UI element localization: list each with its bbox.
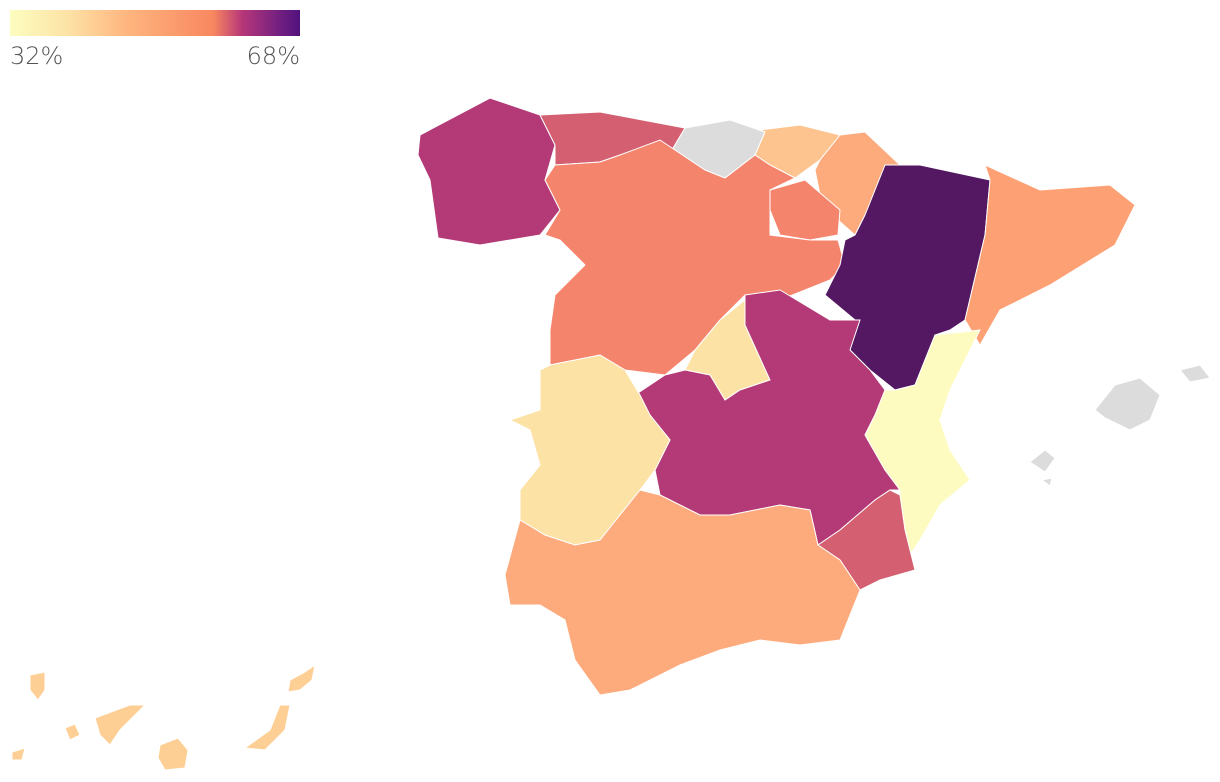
region-balearic-islands[interactable] [1029,364,1211,487]
region-catalonia[interactable] [964,164,1136,346]
color-legend: 32% 68% [10,10,300,70]
region-la-rioja[interactable] [769,179,841,241]
region-murcia[interactable] [817,489,916,591]
region-castilla-y-leon[interactable] [544,139,846,376]
legend-max-label: 68% [246,42,300,70]
legend-min-label: 32% [10,42,64,70]
region-andalucia[interactable] [504,489,861,696]
region-canary-islands[interactable] [11,663,316,771]
legend-gradient-bar [10,10,300,36]
region-galicia[interactable] [417,97,561,246]
